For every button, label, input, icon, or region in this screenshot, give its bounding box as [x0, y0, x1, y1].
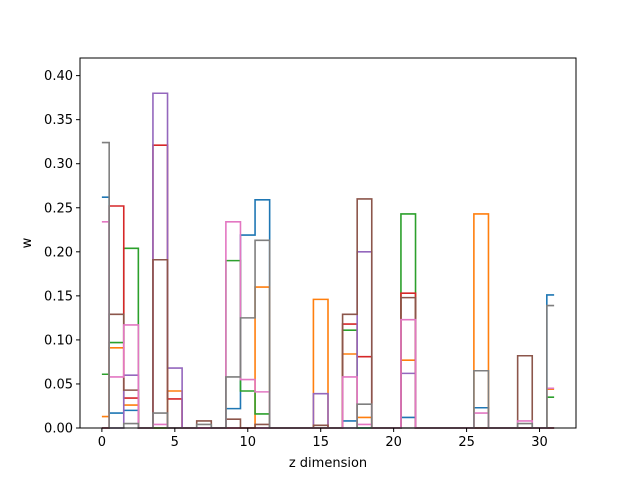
y-tick-label: 0.40: [44, 69, 73, 84]
y-tick-label: 0.30: [44, 157, 73, 172]
y-tick-label: 0.00: [44, 422, 73, 437]
axes-frame: [79, 57, 577, 429]
x-tick-label: 25: [458, 435, 475, 450]
x-tick-label: 30: [531, 435, 548, 450]
y-axis: 0.00 0.05 0.10 0.15 0.20 0.25 0.30 0.35 0.40: [44, 69, 80, 437]
y-tick-label: 0.35: [44, 113, 73, 128]
y-tick-label: 0.20: [44, 245, 73, 260]
x-tick-label: 0: [98, 435, 106, 450]
y-tick-label: 0.15: [44, 289, 73, 304]
x-axis-label: z dimension: [289, 456, 367, 471]
x-tick-label: 20: [385, 435, 402, 450]
y-tick-label: 0.05: [44, 377, 73, 392]
x-axis: 0 5 10 15 20 25 30: [98, 428, 548, 450]
x-tick-label: 10: [239, 435, 256, 450]
y-tick-label: 0.25: [44, 201, 73, 216]
x-tick-label: 15: [312, 435, 329, 450]
y-axis-label: w: [20, 237, 35, 248]
x-tick-label: 5: [171, 435, 179, 450]
y-tick-label: 0.10: [44, 333, 73, 348]
